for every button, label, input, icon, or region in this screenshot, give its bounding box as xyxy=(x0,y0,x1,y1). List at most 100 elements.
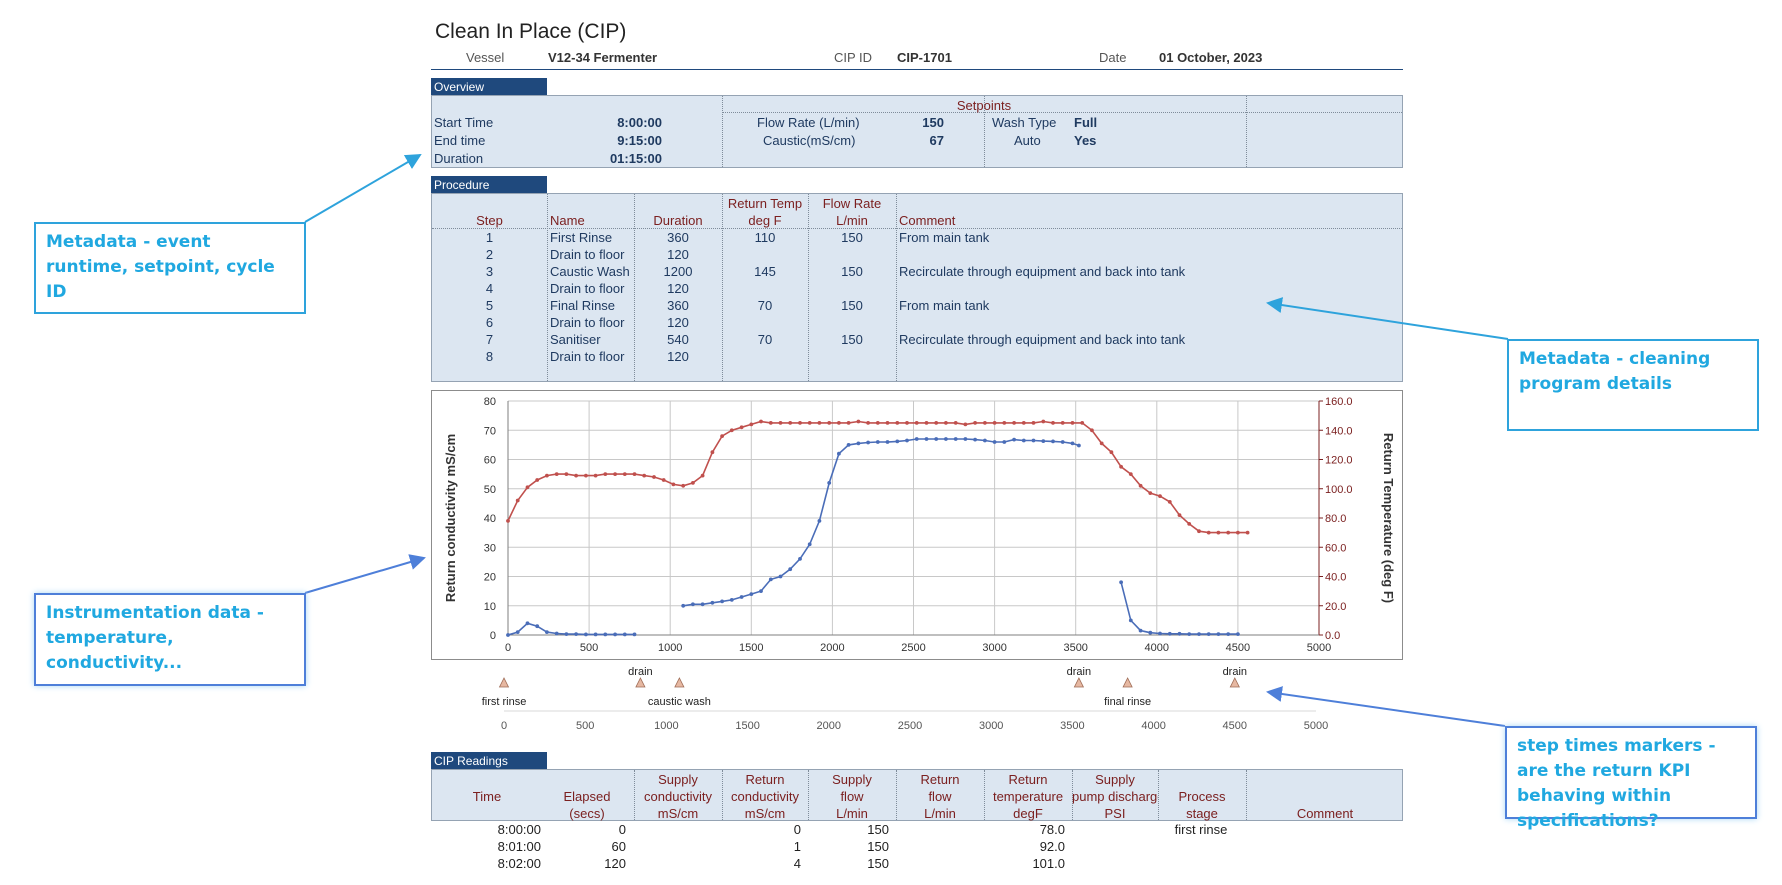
procedure-row: 6 Drain to floor 120 xyxy=(432,315,1404,332)
procedure-row: 2 Drain to floor 120 xyxy=(432,247,1404,264)
chart-point-temperature xyxy=(1031,421,1036,425)
cipid-label: CIP ID xyxy=(834,50,873,65)
chart-point-conductivity xyxy=(1236,632,1240,636)
read-header-rf-1: Return xyxy=(920,772,960,787)
step-marker-label: drain xyxy=(628,666,652,678)
step-marker-label: drain xyxy=(1223,666,1247,678)
step-marker-triangle xyxy=(1073,677,1085,688)
chart-point-conductivity xyxy=(1197,632,1201,636)
chart-point-temperature xyxy=(1148,491,1153,495)
chart-point-conductivity xyxy=(807,542,812,547)
chart-point-temperature xyxy=(1245,530,1250,535)
proc-cell-temp: 110 xyxy=(754,230,776,245)
chart-x-tick-label: 2000 xyxy=(820,642,844,654)
caustic-value: 67 xyxy=(929,133,944,148)
markers-x-tick-label: 2500 xyxy=(898,720,922,732)
read-header-sf-1: Supply xyxy=(832,772,872,787)
chart-point-temperature xyxy=(525,485,530,490)
read-header-rt-3: degF xyxy=(1013,806,1043,821)
chart-point-temperature xyxy=(681,483,686,488)
chart-y-tick-label: 10 xyxy=(484,601,496,613)
proc-cell-duration: 360 xyxy=(667,298,689,313)
chart-point-conductivity xyxy=(1148,630,1153,635)
read-header-rc-3: mS/cm xyxy=(744,806,786,821)
read-header-elapsed-2: (secs) xyxy=(569,806,605,821)
chart-point-conductivity xyxy=(700,602,705,607)
chart-point-temperature xyxy=(914,421,919,425)
chart-point-temperature xyxy=(768,421,773,425)
chart-point-conductivity xyxy=(691,602,695,607)
chart-point-temperature xyxy=(963,422,968,427)
read-header-sf-2: flow xyxy=(840,789,864,804)
markers-x-tick-label: 500 xyxy=(576,720,594,732)
chart-point-temperature xyxy=(632,472,637,476)
read-cell-return-temp: 101.0 xyxy=(1032,856,1065,871)
proc-cell-step: 3 xyxy=(485,264,494,279)
vessel-value: V12-34 Fermenter xyxy=(548,50,658,65)
chart-point-temperature xyxy=(895,421,900,425)
proc-cell-duration: 1200 xyxy=(663,264,693,279)
chart-point-temperature xyxy=(1158,494,1162,498)
duration-value: 01:15:00 xyxy=(609,151,662,166)
proc-header-step: Step xyxy=(476,213,503,228)
chart-point-temperature xyxy=(827,421,832,425)
proc-col-sep xyxy=(808,194,809,381)
markers-x-tick-label: 0 xyxy=(501,720,507,732)
read-col-sep xyxy=(722,770,723,820)
proc-cell-step: 7 xyxy=(485,332,494,347)
read-cell-time: 8:01:00 xyxy=(497,839,541,854)
read-cell-supply-flow: 150 xyxy=(867,839,889,854)
chart-point-conductivity xyxy=(1070,441,1075,446)
proc-cell-step: 1 xyxy=(485,230,494,245)
read-cell-return-temp: 92.0 xyxy=(1039,839,1065,854)
chart-point-conductivity xyxy=(1119,580,1123,585)
auto-value: Yes xyxy=(1074,133,1097,148)
chart-point-temperature xyxy=(720,434,724,438)
chart-point-temperature xyxy=(1167,500,1172,504)
chart-y2-tick-label: 60.0 xyxy=(1325,542,1346,554)
chart-point-temperature xyxy=(1128,472,1133,476)
chart-point-conductivity xyxy=(632,632,637,637)
overview-tab: Overview xyxy=(431,78,547,95)
step-marker-label: drain xyxy=(1067,666,1091,678)
procedure-row: 7 Sanitiser 540 70 150 Recirculate through eq… xyxy=(432,332,1404,349)
proc-cell-duration: 120 xyxy=(667,315,689,330)
read-header-elapsed-1: Elapsed xyxy=(563,789,611,804)
proc-cell-name: Caustic Wash xyxy=(550,264,630,279)
chart-point-temperature xyxy=(953,421,958,425)
chart-point-conductivity xyxy=(515,630,520,634)
proc-cell-step: 8 xyxy=(485,349,494,364)
chart-point-conductivity xyxy=(1021,438,1026,443)
proc-header-name: Name xyxy=(550,213,585,228)
chart-point-temperature xyxy=(622,472,627,476)
procedure-row: 8 Drain to floor 120 xyxy=(432,349,1404,366)
readings-tab: CIP Readings xyxy=(431,752,547,769)
chart-point-conductivity xyxy=(992,440,997,444)
proc-cell-temp: 145 xyxy=(754,264,776,279)
header-divider xyxy=(431,69,1403,70)
proc-cell-step: 6 xyxy=(485,315,494,330)
chart-point-conductivity xyxy=(1158,631,1162,636)
chart-point-conductivity xyxy=(1077,443,1081,448)
chart-point-conductivity xyxy=(749,592,754,596)
readings-row: 8:01:00 60 1 150 92.0 xyxy=(431,839,1403,856)
proc-cell-name: Drain to floor xyxy=(550,349,625,364)
proc-cell-name: First Rinse xyxy=(550,230,613,245)
proc-col-sep xyxy=(547,194,548,381)
chart-point-temperature xyxy=(1002,421,1007,425)
chart-point-temperature xyxy=(584,473,588,478)
markers-x-tick-label: 3500 xyxy=(1060,720,1084,732)
date-value: 01 October, 2023 xyxy=(1159,50,1263,65)
chart-y2-tick-label: 20.0 xyxy=(1325,601,1346,613)
proc-header-duration: Duration xyxy=(653,213,703,228)
proc-cell-step: 5 xyxy=(485,298,494,313)
chart-point-conductivity xyxy=(710,600,715,605)
chart-point-conductivity xyxy=(545,630,549,634)
procedure-table: Step Name Duration Return Temp deg F Flo… xyxy=(431,193,1403,382)
auto-label: Auto xyxy=(1014,133,1041,148)
chart-point-conductivity xyxy=(584,632,588,637)
proc-cell-name: Final Rinse xyxy=(550,298,616,313)
chart-point-temperature xyxy=(1021,421,1026,425)
chart-point-conductivity xyxy=(603,632,608,637)
chart-point-conductivity xyxy=(973,437,977,442)
